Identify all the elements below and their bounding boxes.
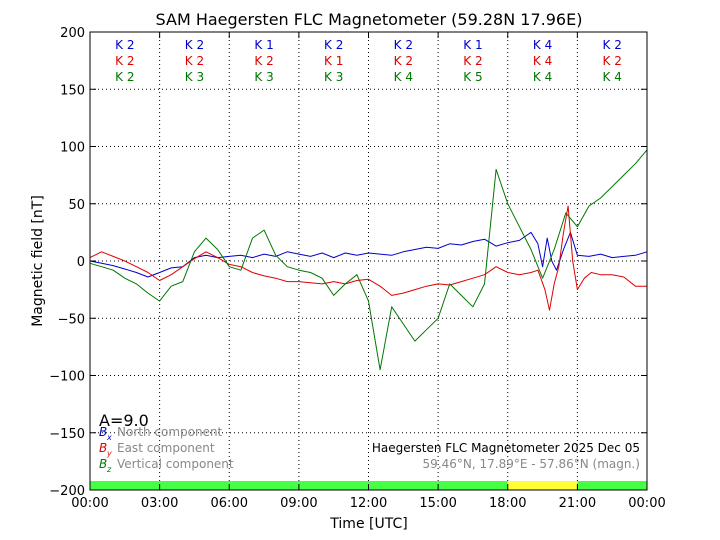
k-index-label: K 4: [394, 70, 413, 84]
k-index-label: K 2: [115, 38, 134, 52]
x-tick-label: 18:00: [489, 496, 526, 511]
k-index-label: K 2: [254, 54, 273, 68]
x-axis-label: Time [UTC]: [329, 516, 407, 532]
y-tick-label: 150: [60, 83, 85, 98]
y-tick-label: 100: [60, 141, 85, 156]
k-index-label: K 2: [185, 38, 204, 52]
k-index-label: K 2: [603, 54, 622, 68]
data-series: [89, 149, 648, 371]
axis-ticks: 00:00 03:00 06:00 09:00 12:00 15:00 18:00 21:00…: [49, 26, 665, 511]
k-index-label: K 2: [115, 70, 134, 84]
coordinates-annotation: 59.46°N, 17.89°E - 57.86°N (magn.): [423, 457, 640, 471]
k-index-label: K 1: [324, 54, 343, 68]
k-index-label: K 4: [533, 38, 552, 52]
series-line: [89, 149, 648, 371]
k-index-label: K 3: [254, 70, 273, 84]
grid-lines: [90, 32, 647, 490]
daylight-segment: [577, 481, 647, 490]
y-tick-label: 0: [77, 255, 85, 270]
y-tick-label: 200: [60, 26, 85, 41]
k-index-label: K 5: [463, 70, 482, 84]
k-index-label: K 4: [603, 70, 622, 84]
k-index-label: K 3: [185, 70, 204, 84]
k-index-label: K 4: [533, 54, 552, 68]
k-index-label: K 2: [324, 38, 343, 52]
x-tick-label: 21:00: [559, 496, 596, 511]
k-index-label: K 3: [324, 70, 343, 84]
k-index-label: K 2: [603, 38, 622, 52]
daylight-segment: [507, 481, 578, 490]
k-index-label: K 2: [185, 54, 204, 68]
k-index-label: K 2: [394, 54, 413, 68]
k-index-table: K 2 K 2 K 1 K 2 K 2 K 1 K 4 K 2 K 2 K 2 K 2 K 1 K 2 K…: [115, 38, 622, 84]
k-index-label: K 1: [463, 38, 482, 52]
x-tick-label: 00:00: [71, 496, 108, 511]
y-tick-label: −50: [58, 312, 85, 327]
legend-label: East component: [117, 441, 215, 455]
y-tick-label: −150: [49, 427, 85, 442]
legend-subscript: x: [106, 433, 112, 442]
chart-title: SAM Haegersten FLC Magnetometer (59.28N …: [156, 10, 583, 29]
x-tick-label: 06:00: [211, 496, 248, 511]
y-tick-label: 50: [68, 198, 85, 213]
y-tick-label: −100: [49, 370, 85, 385]
legend-label: Vertical component: [117, 457, 234, 471]
legend-symbol: B: [99, 441, 107, 455]
legend-subscript: z: [106, 465, 112, 474]
x-tick-label: 15:00: [419, 496, 456, 511]
k-index-label: K 2: [394, 38, 413, 52]
station-annotation: Haegersten FLC Magnetometer 2025 Dec 05: [372, 441, 640, 455]
legend-subscript: y: [106, 449, 112, 458]
k-index-label: K 2: [463, 54, 482, 68]
k-index-label: K 2: [115, 54, 134, 68]
a-index-label: A=9.0: [99, 411, 149, 430]
legend-symbol: B: [99, 457, 107, 471]
k-index-label: K 4: [533, 70, 552, 84]
y-axis-label: Magnetic field [nT]: [30, 195, 46, 327]
x-tick-label: 03:00: [141, 496, 178, 511]
x-tick-label: 00:00: [628, 496, 665, 511]
k-index-label: K 1: [254, 38, 273, 52]
legend-symbol: B: [99, 425, 107, 439]
legend-label: North component: [117, 425, 223, 439]
x-tick-label: 12:00: [350, 496, 387, 511]
y-tick-label: −200: [49, 484, 85, 499]
series-line: [89, 205, 647, 311]
x-tick-label: 09:00: [280, 496, 317, 511]
